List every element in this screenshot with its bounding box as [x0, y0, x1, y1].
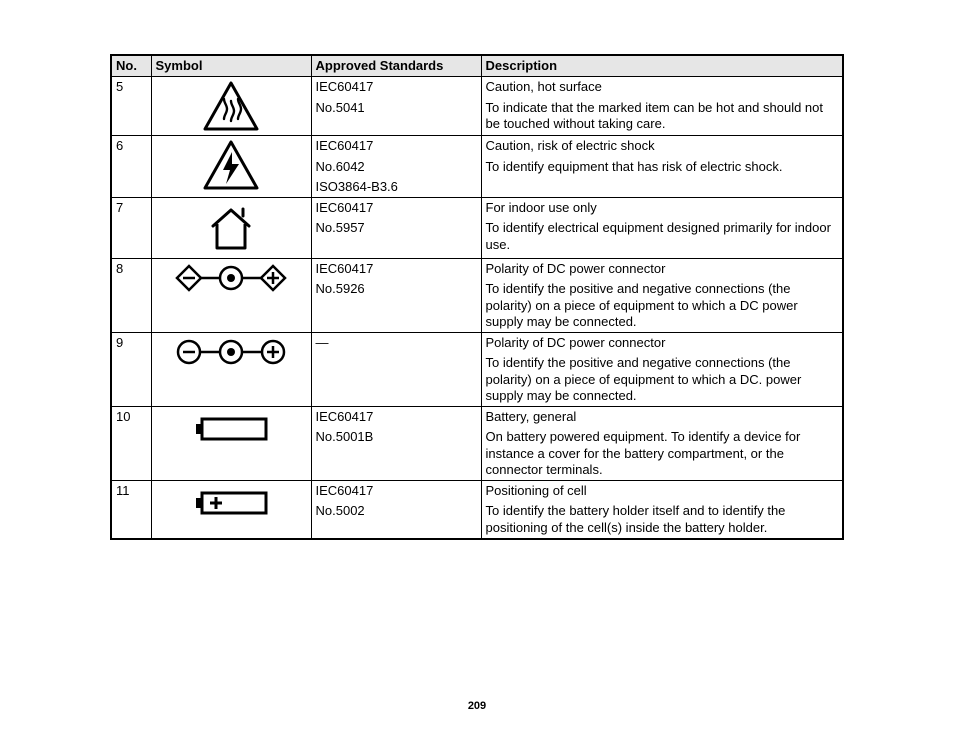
standard-line: —	[316, 335, 477, 351]
description-line: Caution, risk of electric shock	[486, 138, 839, 154]
table-row: 6 IEC60417 No.6042 ISO3864-B3.6 Caution,…	[111, 136, 843, 198]
cell-symbol	[151, 407, 311, 481]
header-standards: Approved Standards	[311, 55, 481, 77]
standard-line: IEC60417	[316, 261, 477, 277]
description-line: To identify electrical equipment designe…	[486, 220, 839, 253]
cell-description: Positioning of cell To identify the batt…	[481, 481, 843, 539]
cell-symbol	[151, 259, 311, 333]
standard-line: No.6042	[316, 159, 477, 175]
cell-symbol	[151, 481, 311, 539]
description-line: Polarity of DC power connector	[486, 261, 839, 277]
cell-description: Caution, hot surface To indicate that th…	[481, 77, 843, 136]
description-line: Battery, general	[486, 409, 839, 425]
cell-no: 8	[111, 259, 151, 333]
indoor-use-icon	[201, 200, 261, 256]
header-symbol: Symbol	[151, 55, 311, 77]
standard-line: IEC60417	[316, 79, 477, 95]
dc-polarity-diamond-icon	[171, 261, 291, 295]
table-row: 9	[111, 333, 843, 407]
description-line: To identify the positive and negative co…	[486, 281, 839, 330]
description-line: To indicate that the marked item can be …	[486, 100, 839, 133]
cell-standards: IEC60417 No.5002	[311, 481, 481, 539]
standard-line: IEC60417	[316, 409, 477, 425]
cell-no: 6	[111, 136, 151, 198]
hot-surface-icon	[201, 79, 261, 133]
cell-no: 10	[111, 407, 151, 481]
standard-line: IEC60417	[316, 138, 477, 154]
cell-standards: IEC60417 No.5926	[311, 259, 481, 333]
electric-shock-icon	[201, 138, 261, 192]
standard-line: No.5001B	[316, 429, 477, 445]
cell-description: Polarity of DC power connector To identi…	[481, 333, 843, 407]
standard-line: ISO3864-B3.6	[316, 179, 477, 195]
cell-no: 9	[111, 333, 151, 407]
cell-standards: IEC60417 No.5001B	[311, 407, 481, 481]
description-line: To identify the battery holder itself an…	[486, 503, 839, 536]
cell-symbol	[151, 77, 311, 136]
description-line: To identify the positive and negative co…	[486, 355, 839, 404]
cell-standards: IEC60417 No.5041	[311, 77, 481, 136]
standard-line: No.5002	[316, 503, 477, 519]
description-line: Caution, hot surface	[486, 79, 839, 95]
page-number: 209	[0, 700, 954, 712]
cell-symbol	[151, 136, 311, 198]
symbols-table: No. Symbol Approved Standards Descriptio…	[110, 54, 844, 540]
cell-description: Polarity of DC power connector To identi…	[481, 259, 843, 333]
cell-no: 5	[111, 77, 151, 136]
battery-positioning-icon	[188, 483, 274, 523]
battery-icon	[188, 409, 274, 449]
cell-standards: —	[311, 333, 481, 407]
cell-symbol	[151, 333, 311, 407]
cell-no: 7	[111, 198, 151, 259]
standard-line: No.5041	[316, 100, 477, 116]
header-no: No.	[111, 55, 151, 77]
cell-description: Caution, risk of electric shock To ident…	[481, 136, 843, 198]
table-row: 10 IEC60417 No.5001B Battery, general On…	[111, 407, 843, 481]
description-line: For indoor use only	[486, 200, 839, 216]
standard-line: No.5926	[316, 281, 477, 297]
cell-symbol	[151, 198, 311, 259]
table-row: 7 IEC60417 No.5957 For indoor use only T…	[111, 198, 843, 259]
table-header-row: No. Symbol Approved Standards Descriptio…	[111, 55, 843, 77]
cell-standards: IEC60417 No.6042 ISO3864-B3.6	[311, 136, 481, 198]
standard-line: IEC60417	[316, 483, 477, 499]
standard-line: IEC60417	[316, 200, 477, 216]
description-line: Positioning of cell	[486, 483, 839, 499]
cell-standards: IEC60417 No.5957	[311, 198, 481, 259]
cell-no: 11	[111, 481, 151, 539]
description-line: On battery powered equipment. To identif…	[486, 429, 839, 478]
table-row: 5 IEC60417 No.5041 Caution, hot surface …	[111, 77, 843, 136]
description-line: To identify equipment that has risk of e…	[486, 159, 839, 175]
cell-description: For indoor use only To identify electric…	[481, 198, 843, 259]
dc-polarity-circle-icon	[171, 335, 291, 369]
table-row: 8	[111, 259, 843, 333]
description-line: Polarity of DC power connector	[486, 335, 839, 351]
standard-line: No.5957	[316, 220, 477, 236]
cell-description: Battery, general On battery powered equi…	[481, 407, 843, 481]
header-description: Description	[481, 55, 843, 77]
table-row: 11 IEC60417 No.5002 Positioning of cell …	[111, 481, 843, 539]
